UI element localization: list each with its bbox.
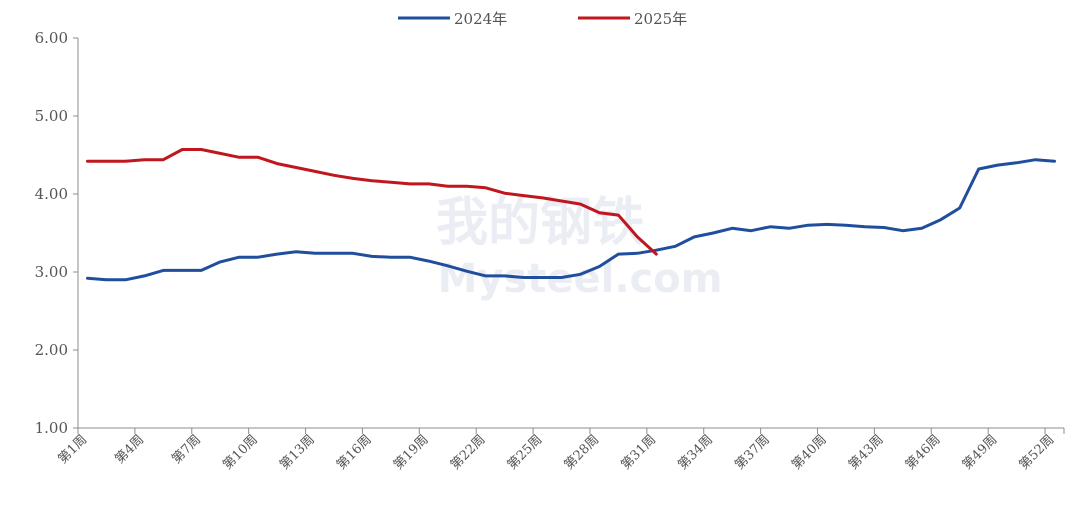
x-tick-label: 第4周 [112, 432, 147, 467]
watermark: 我的钢铁 Mysteel.com [436, 193, 722, 302]
y-tick-label: 6.00 [35, 29, 68, 47]
y-tick-label: 1.00 [35, 419, 68, 437]
x-tick-label: 第40周 [789, 432, 830, 473]
y-tick-label: 5.00 [35, 107, 68, 125]
watermark-brand: 我的钢铁 [436, 193, 644, 253]
x-tick-label: 第22周 [448, 432, 489, 473]
series-line-2024 [86, 158, 1056, 282]
x-tick-label: 第13周 [277, 432, 318, 473]
x-tick-label: 第52周 [1017, 432, 1058, 473]
x-tick-label: 第37周 [732, 432, 773, 473]
x-tick-label: 第10周 [220, 432, 261, 473]
x-tick-label: 第49周 [960, 432, 1001, 473]
series-layer [86, 148, 1056, 282]
y-tick-label: 4.00 [35, 185, 68, 203]
x-tick-label: 第34周 [675, 432, 716, 473]
x-tick-label: 第43周 [846, 432, 887, 473]
y-tick-label: 2.00 [35, 341, 68, 359]
x-tick-label: 第19周 [391, 432, 432, 473]
watermark-domain: Mysteel.com [438, 256, 723, 302]
x-tick-label: 第16周 [334, 432, 375, 473]
series-line-2025 [86, 148, 658, 256]
x-tick-label: 第25周 [505, 432, 546, 473]
legend-label: 2024年 [454, 10, 507, 28]
y-tick-label: 3.00 [35, 263, 68, 281]
legend: 2024年 2025年 [398, 10, 687, 28]
x-tick-label: 第28周 [562, 432, 603, 473]
x-tick-label: 第7周 [169, 432, 204, 467]
legend-label: 2025年 [634, 10, 687, 28]
x-tick-label: 第46周 [903, 432, 944, 473]
x-tick-label: 第1周 [55, 432, 90, 467]
x-tick-label: 第31周 [618, 432, 659, 473]
